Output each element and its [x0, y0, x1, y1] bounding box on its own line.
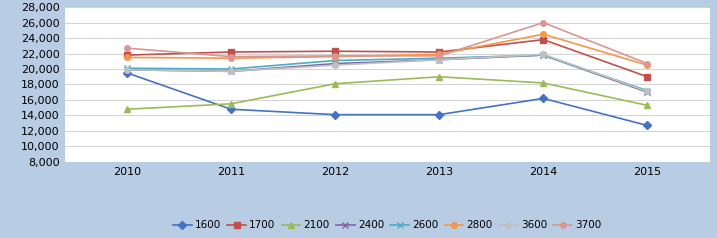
2800	[331, 55, 339, 58]
3600	[227, 70, 235, 73]
2800	[539, 33, 548, 36]
Line: 2800: 2800	[124, 31, 650, 68]
1700	[435, 51, 444, 54]
1700	[123, 54, 131, 56]
3700	[435, 55, 444, 57]
Line: 2400: 2400	[123, 52, 651, 96]
2400	[227, 70, 235, 73]
2600	[435, 57, 444, 60]
3600	[331, 64, 339, 67]
2600	[227, 68, 235, 70]
Line: 1600: 1600	[124, 70, 650, 128]
Line: 2600: 2600	[123, 52, 651, 94]
1600	[643, 124, 652, 127]
Line: 1700: 1700	[124, 37, 650, 79]
2600	[643, 89, 652, 92]
Line: 3600: 3600	[124, 52, 650, 94]
2600	[331, 59, 339, 62]
2800	[227, 57, 235, 60]
Legend: 1600, 1700, 2100, 2400, 2600, 2800, 3600, 3700: 1600, 1700, 2100, 2400, 2600, 2800, 3600…	[173, 220, 602, 230]
1600	[539, 97, 548, 100]
1700	[227, 51, 235, 54]
3700	[123, 47, 131, 50]
2100	[331, 82, 339, 85]
1600	[435, 113, 444, 116]
2100	[123, 108, 131, 111]
3700	[643, 62, 652, 65]
2100	[539, 81, 548, 84]
2400	[539, 54, 548, 56]
2400	[331, 62, 339, 65]
Line: 2100: 2100	[123, 73, 651, 113]
2800	[643, 64, 652, 67]
3600	[539, 53, 548, 56]
1700	[643, 75, 652, 78]
2400	[435, 58, 444, 61]
3600	[643, 90, 652, 93]
2400	[123, 68, 131, 71]
2600	[123, 67, 131, 70]
2100	[435, 75, 444, 78]
3700	[539, 21, 548, 24]
2100	[227, 102, 235, 105]
3700	[331, 55, 339, 57]
3600	[435, 58, 444, 61]
1600	[331, 113, 339, 116]
2800	[123, 56, 131, 59]
2800	[435, 53, 444, 56]
3700	[227, 55, 235, 58]
1600	[123, 71, 131, 74]
2100	[643, 104, 652, 107]
1700	[331, 50, 339, 53]
Line: 3700: 3700	[124, 20, 650, 66]
2600	[539, 54, 548, 56]
1700	[539, 38, 548, 41]
1600	[227, 108, 235, 111]
2400	[643, 91, 652, 94]
3600	[123, 68, 131, 71]
